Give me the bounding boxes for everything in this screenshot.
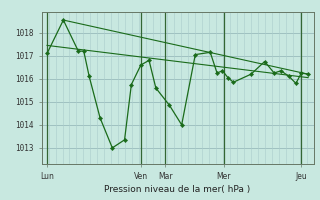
X-axis label: Pression niveau de la mer( hPa ): Pression niveau de la mer( hPa ) <box>104 185 251 194</box>
